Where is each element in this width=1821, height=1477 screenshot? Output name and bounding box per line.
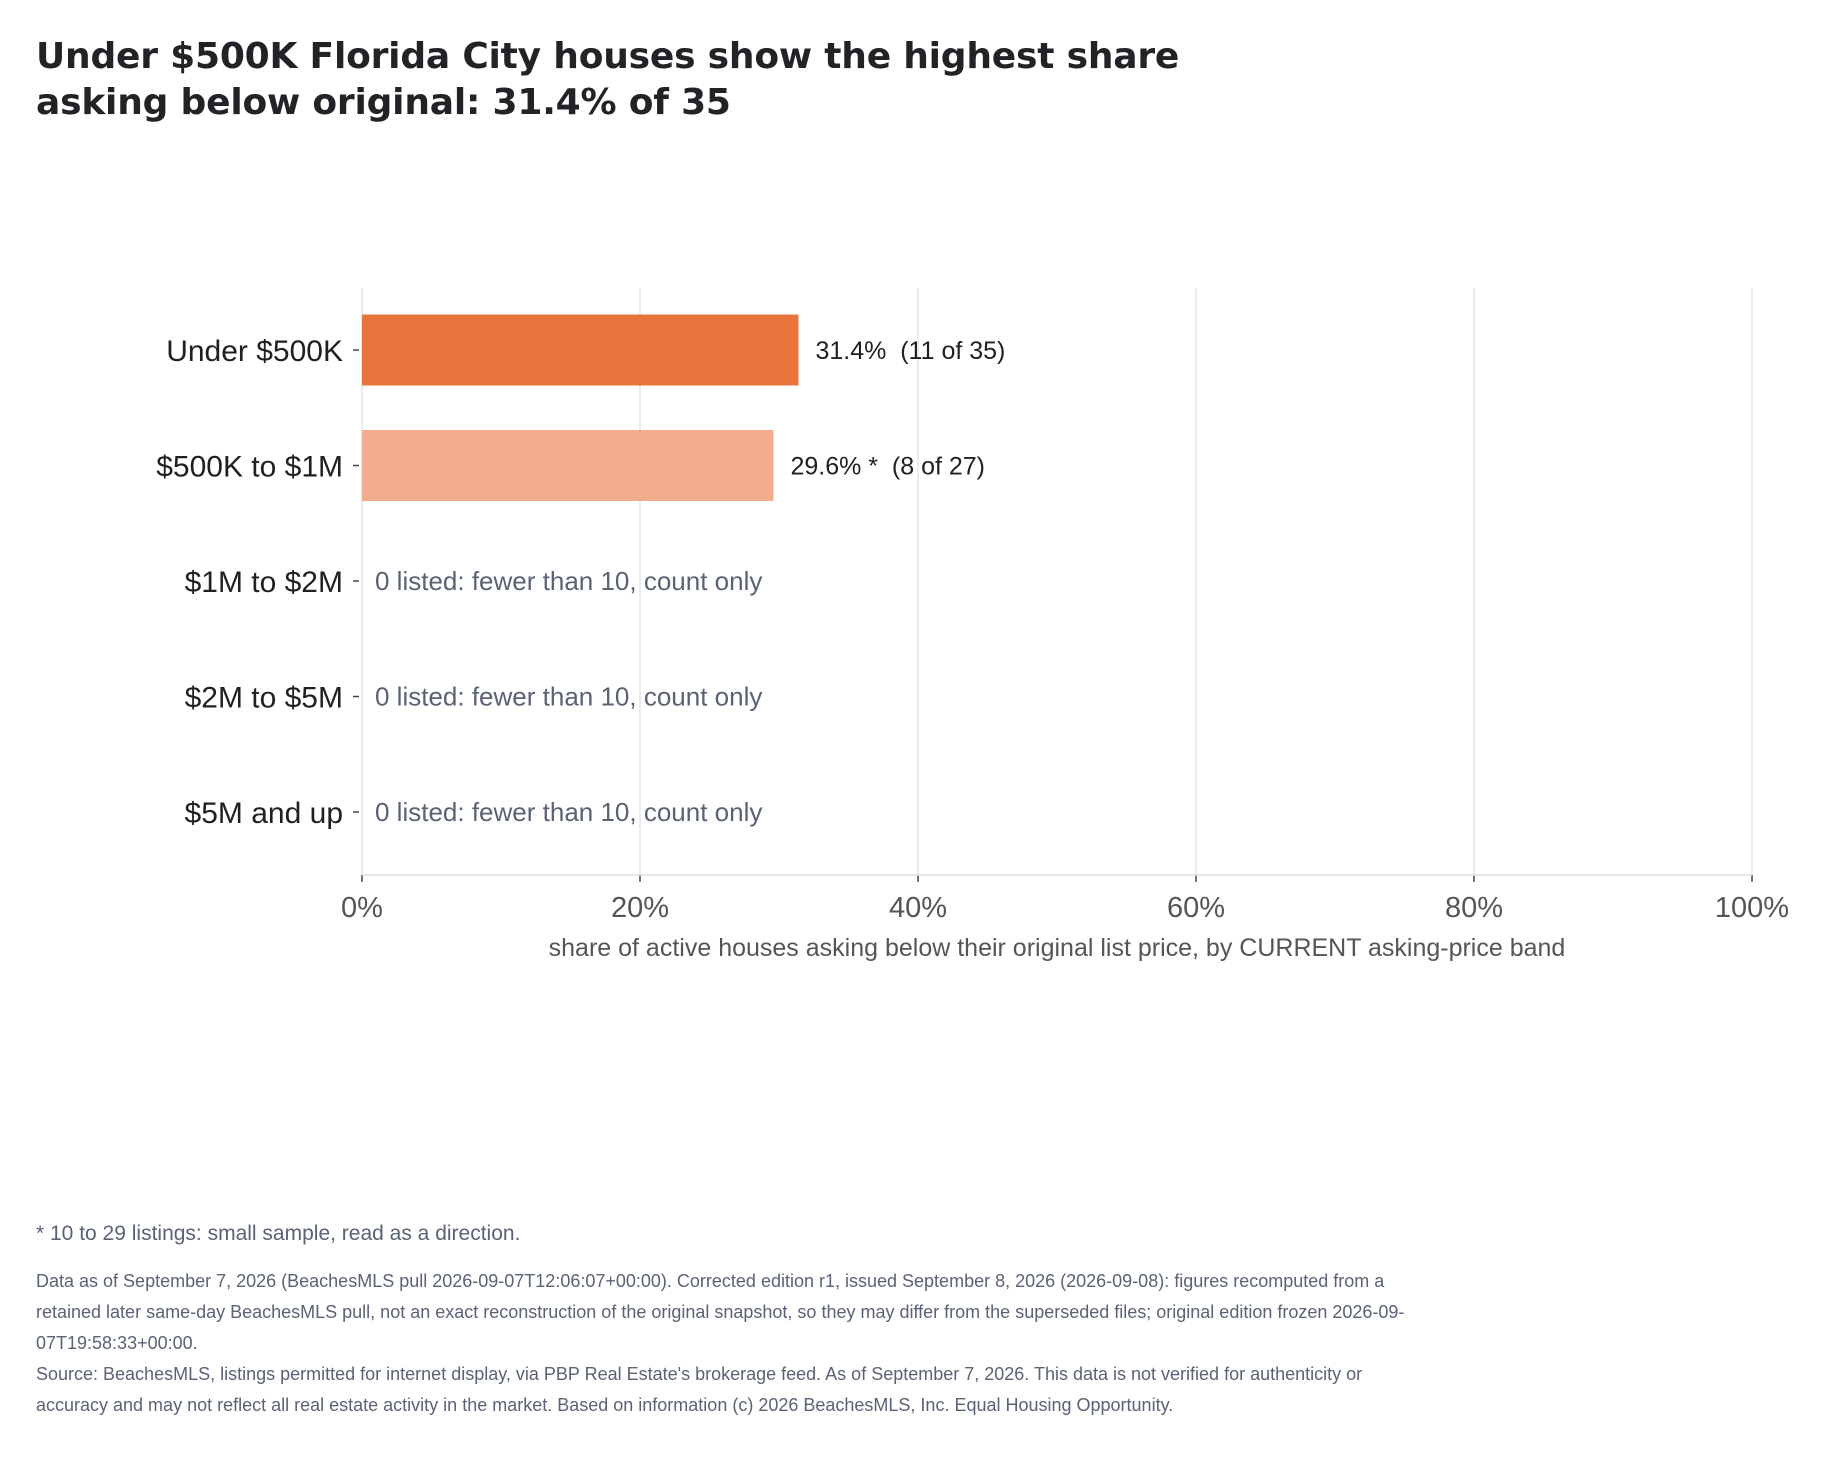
category-label: $2M to $5M: [185, 682, 343, 715]
source-note: Source: BeachesMLS, listings permitted f…: [36, 1364, 1363, 1415]
gridlines: [361, 288, 1753, 875]
x-tick-label: 80%: [1445, 892, 1503, 924]
category-label: $5M and up: [185, 797, 343, 830]
category-label: $500K to $1M: [156, 451, 343, 484]
x-axis: 0% 20% 40% 60% 80% 100%: [341, 874, 1789, 924]
notes: Data as of September 7, 2026 (BeachesMLS…: [36, 1266, 1406, 1421]
data-labels: 31.4% (11 of 35) 29.6% * (8 of 27) 0 liste…: [375, 337, 1005, 827]
data-label: 29.6% * (8 of 27): [790, 453, 985, 481]
x-tick-label: 40%: [889, 892, 947, 924]
data-label: 31.4% (11 of 35): [815, 337, 1005, 365]
x-tick-label: 0%: [341, 892, 383, 924]
x-tick-label: 100%: [1715, 892, 1789, 924]
x-axis-label: share of active houses asking below thei…: [549, 934, 1566, 962]
edition-note: Data as of September 7, 2026 (BeachesMLS…: [36, 1271, 1405, 1353]
data-label: 0 listed: fewer than 10, count only: [375, 797, 762, 827]
data-label: 0 listed: fewer than 10, count only: [375, 566, 762, 596]
bar: [362, 430, 774, 501]
y-axis: Under $500K $500K to $1M $1M to $2M $2M to …: [156, 335, 359, 830]
chart-title: Under $500K Florida City houses show the…: [36, 36, 1180, 123]
footnote: * 10 to 29 listings: small sample, read …: [36, 1222, 521, 1245]
data-label: 0 listed: fewer than 10, count only: [375, 682, 762, 712]
category-label: Under $500K: [166, 335, 343, 368]
bars: [362, 314, 799, 501]
category-label: $1M to $2M: [185, 566, 343, 599]
x-tick-label: 20%: [611, 892, 669, 924]
bar: [362, 314, 799, 386]
x-tick-label: 60%: [1167, 892, 1225, 924]
